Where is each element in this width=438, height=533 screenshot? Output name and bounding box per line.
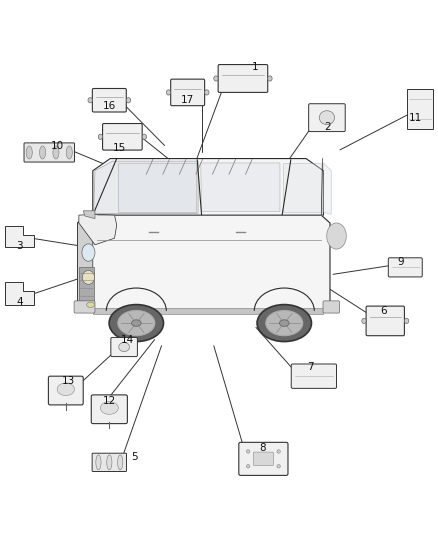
Polygon shape — [83, 211, 95, 219]
Ellipse shape — [126, 98, 131, 103]
Text: 11: 11 — [409, 112, 422, 123]
Ellipse shape — [268, 76, 272, 81]
Text: 3: 3 — [16, 240, 23, 251]
FancyBboxPatch shape — [366, 306, 404, 336]
FancyBboxPatch shape — [309, 104, 345, 132]
Polygon shape — [407, 90, 433, 128]
Ellipse shape — [279, 320, 289, 326]
FancyBboxPatch shape — [389, 258, 422, 277]
FancyBboxPatch shape — [291, 364, 336, 389]
Polygon shape — [78, 215, 330, 312]
Polygon shape — [5, 227, 35, 247]
Ellipse shape — [88, 98, 92, 103]
Text: 16: 16 — [102, 101, 116, 111]
Text: 6: 6 — [380, 306, 387, 316]
Ellipse shape — [166, 90, 171, 95]
Text: 5: 5 — [131, 452, 138, 462]
Ellipse shape — [57, 383, 74, 395]
Polygon shape — [94, 161, 198, 213]
Text: 4: 4 — [16, 297, 23, 307]
Ellipse shape — [205, 90, 209, 95]
Ellipse shape — [118, 310, 155, 336]
Ellipse shape — [26, 146, 32, 159]
Ellipse shape — [53, 146, 59, 159]
Polygon shape — [201, 163, 280, 212]
FancyBboxPatch shape — [111, 337, 138, 357]
Ellipse shape — [109, 304, 163, 342]
Text: 8: 8 — [259, 443, 266, 454]
FancyBboxPatch shape — [93, 308, 323, 314]
FancyBboxPatch shape — [92, 453, 127, 472]
Ellipse shape — [362, 318, 366, 324]
Ellipse shape — [214, 76, 218, 81]
Ellipse shape — [247, 450, 250, 453]
Ellipse shape — [266, 310, 303, 336]
Text: 9: 9 — [398, 257, 404, 267]
Ellipse shape — [142, 134, 147, 140]
FancyBboxPatch shape — [253, 452, 273, 466]
Ellipse shape — [82, 270, 95, 284]
Ellipse shape — [277, 450, 280, 453]
FancyBboxPatch shape — [102, 124, 142, 150]
Text: 1: 1 — [251, 62, 258, 72]
Ellipse shape — [82, 244, 95, 261]
Polygon shape — [5, 282, 35, 305]
Ellipse shape — [100, 402, 118, 414]
FancyBboxPatch shape — [48, 376, 83, 405]
Text: 14: 14 — [121, 335, 134, 345]
Ellipse shape — [257, 304, 311, 342]
Ellipse shape — [87, 302, 95, 308]
Ellipse shape — [98, 134, 102, 140]
Ellipse shape — [404, 318, 409, 324]
Ellipse shape — [107, 455, 112, 470]
Ellipse shape — [96, 455, 101, 470]
Polygon shape — [322, 163, 331, 214]
FancyBboxPatch shape — [171, 79, 205, 106]
Ellipse shape — [247, 465, 250, 468]
Text: 12: 12 — [102, 395, 116, 406]
Ellipse shape — [117, 455, 123, 470]
Ellipse shape — [39, 146, 46, 159]
Ellipse shape — [277, 465, 280, 468]
Polygon shape — [78, 214, 93, 306]
Text: 17: 17 — [181, 95, 194, 105]
Polygon shape — [79, 214, 117, 245]
Text: 13: 13 — [62, 376, 75, 385]
Polygon shape — [93, 158, 323, 215]
Ellipse shape — [119, 343, 130, 352]
Text: 10: 10 — [50, 141, 64, 150]
Ellipse shape — [66, 146, 72, 159]
Text: 7: 7 — [307, 362, 314, 373]
Text: 15: 15 — [113, 143, 127, 153]
Ellipse shape — [327, 223, 346, 249]
FancyBboxPatch shape — [239, 442, 288, 475]
FancyBboxPatch shape — [323, 301, 339, 313]
Polygon shape — [118, 163, 196, 212]
FancyBboxPatch shape — [24, 143, 74, 162]
Polygon shape — [283, 163, 321, 212]
FancyBboxPatch shape — [79, 266, 94, 301]
Ellipse shape — [131, 320, 141, 326]
Text: 2: 2 — [325, 122, 331, 132]
FancyBboxPatch shape — [74, 301, 95, 313]
FancyBboxPatch shape — [218, 64, 268, 92]
FancyBboxPatch shape — [91, 395, 127, 424]
FancyBboxPatch shape — [92, 88, 126, 112]
Ellipse shape — [319, 111, 335, 125]
